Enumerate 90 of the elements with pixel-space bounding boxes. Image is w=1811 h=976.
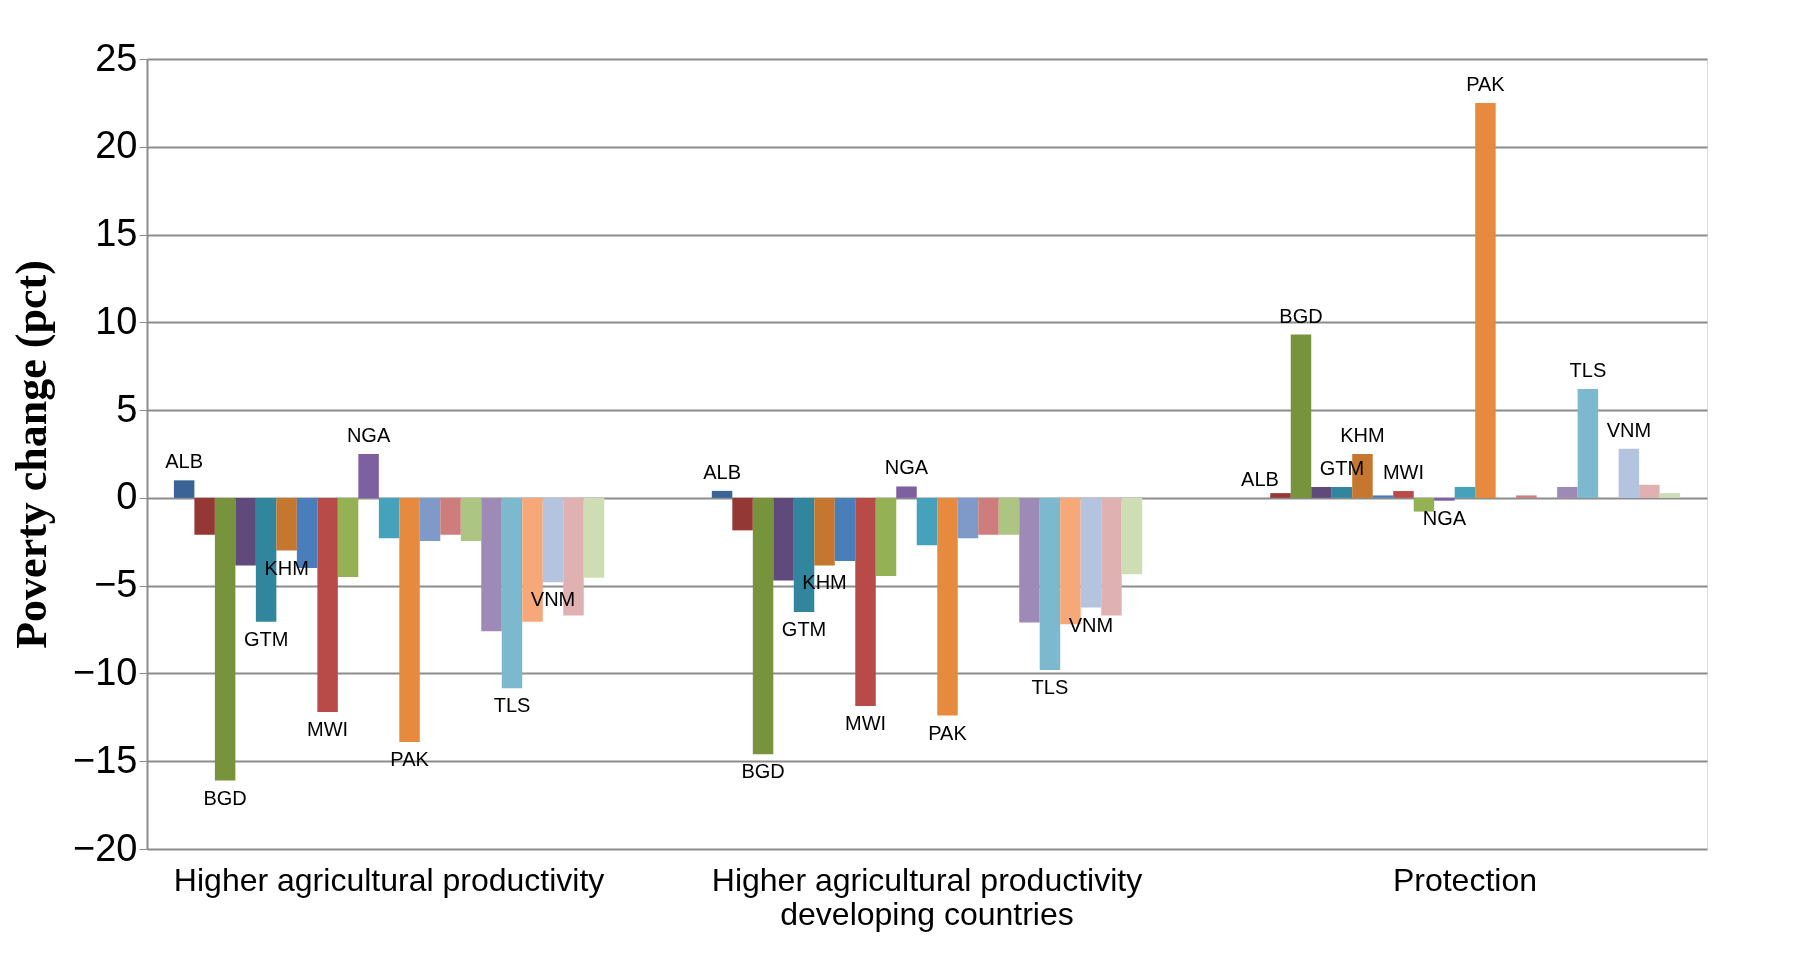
bar [358, 454, 379, 498]
bar [896, 486, 917, 498]
bar [1577, 389, 1599, 498]
text: TLS [493, 694, 531, 717]
bar [814, 497, 835, 566]
series-label: VNM [530, 588, 576, 611]
bar [855, 497, 876, 706]
bar [937, 497, 958, 716]
y-tick-label: −20 [73, 826, 138, 869]
text: PAK [1466, 72, 1505, 95]
bar [1372, 495, 1394, 498]
bar [1270, 493, 1291, 498]
bar [1393, 491, 1414, 498]
bar [834, 497, 856, 562]
series-label: TLS [1031, 675, 1069, 698]
text: TLS [1569, 359, 1607, 382]
bar [337, 497, 359, 577]
x-tick-label: Higher agricultural productivity developing countries [711, 861, 1143, 932]
bar [1659, 493, 1681, 498]
text: BGD [1279, 304, 1323, 327]
text: PAK [928, 721, 967, 744]
text: BGD [203, 786, 247, 809]
text: KHM [1340, 424, 1385, 446]
bar [276, 497, 297, 551]
y-tick-label: 0 [116, 475, 138, 518]
bar [583, 497, 605, 578]
bar [998, 497, 1020, 535]
series-label: ALB [703, 460, 741, 483]
bar [1413, 497, 1435, 512]
bar [957, 497, 979, 539]
series-label: BGD [741, 760, 785, 783]
bar [875, 497, 897, 577]
bar [978, 497, 999, 535]
bar [214, 497, 236, 781]
bar [542, 497, 564, 583]
bar [1101, 497, 1122, 616]
bar [1639, 484, 1660, 498]
bar [1039, 497, 1061, 670]
y-tick-label: −15 [73, 738, 138, 781]
bar [235, 497, 256, 566]
bar [916, 497, 938, 546]
x-tick-label: Higher agricultural productivity [173, 861, 605, 898]
text: VNM [1068, 613, 1114, 636]
bar [501, 497, 523, 689]
y-axis-title: Poverty change (pct) [7, 260, 57, 649]
text: ALB [1241, 467, 1279, 490]
bar [419, 497, 441, 541]
y-tick-label: −10 [73, 650, 138, 693]
series-label: GTM [781, 618, 827, 640]
y-tick-label: 25 [95, 36, 138, 79]
bar [1331, 487, 1353, 498]
x-tick-label: Protection [1392, 861, 1537, 898]
bar [1121, 497, 1143, 575]
bar [711, 490, 733, 498]
bar [173, 480, 195, 498]
bar [1290, 334, 1312, 498]
text: MWI [1382, 461, 1424, 484]
text: NGA [346, 424, 391, 446]
series-label: NGA [1422, 506, 1467, 529]
bar [732, 497, 753, 531]
bar [1618, 448, 1640, 498]
bar [399, 497, 420, 742]
text: GTM [243, 627, 289, 650]
text: VNM [1606, 418, 1652, 441]
bar [194, 497, 215, 535]
bar [440, 497, 461, 535]
bar [752, 497, 774, 755]
bar [1434, 497, 1455, 501]
y-tick-label: −5 [94, 563, 138, 606]
bar [1454, 487, 1476, 498]
bar [481, 497, 502, 632]
text: NGA [884, 456, 929, 479]
series-label: PAK [390, 747, 430, 770]
y-tick-label: 10 [95, 299, 138, 342]
bar [1475, 102, 1496, 498]
bar [773, 497, 794, 581]
text: ALB [165, 450, 204, 473]
bar [378, 497, 400, 539]
text: MWI [844, 711, 887, 734]
bar [1019, 497, 1040, 623]
bar [1311, 487, 1332, 498]
bar [460, 497, 482, 541]
bar [1557, 487, 1578, 498]
y-tick-label: 5 [116, 387, 138, 430]
bar [317, 497, 338, 713]
bar [1080, 497, 1102, 608]
y-tick-label: 20 [95, 124, 138, 167]
bar [1516, 495, 1537, 498]
y-tick-label: 15 [95, 212, 138, 255]
series-label: MWI [307, 718, 349, 741]
